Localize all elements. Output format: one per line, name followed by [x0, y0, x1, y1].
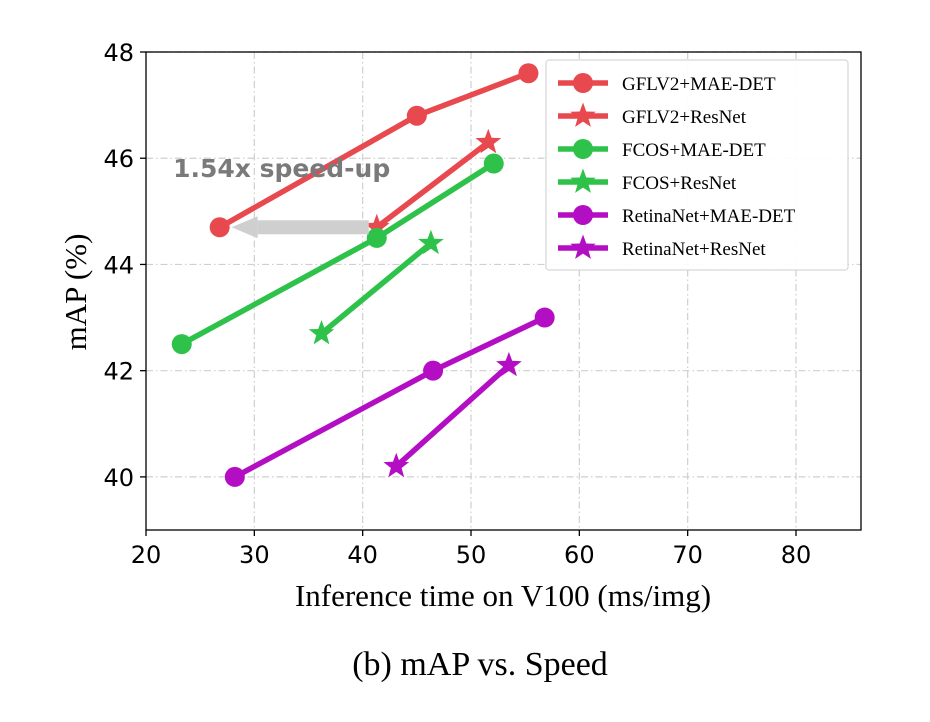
legend-entry: GFLV2+ResNet	[558, 102, 747, 128]
series-RetinaNet+ResNet	[383, 351, 522, 478]
data-point-star	[383, 452, 410, 478]
series-RetinaNet+MAE-DET	[224, 307, 555, 487]
series-line	[393, 362, 512, 470]
data-point-star	[475, 128, 502, 154]
legend-entry: FCOS+MAE-DET	[558, 139, 766, 161]
x-tick-label: 80	[781, 541, 812, 569]
legend-label: RetinaNet+ResNet	[622, 239, 766, 260]
series-line	[318, 240, 434, 337]
legend-box	[545, 59, 849, 271]
legend-marker-star	[570, 168, 596, 193]
data-point-star	[418, 229, 444, 255]
data-point-circle	[423, 360, 444, 381]
speed-up-arrow-shaft	[257, 220, 369, 235]
x-tick-label: 30	[239, 541, 270, 569]
x-tick-label: 20	[131, 541, 162, 569]
data-point-circle	[366, 227, 387, 248]
legend-entry: GFLV2+MAE-DET	[558, 73, 776, 95]
data-point-circle	[406, 105, 427, 126]
axes-layer: 20 30 40 50 60 70 80 40 42 44 46 48	[103, 39, 862, 569]
x-tick-label: 60	[564, 541, 595, 569]
figure-caption: (b) mAP vs. Speed	[352, 646, 608, 683]
legend-label: RetinaNet+MAE-DET	[622, 206, 796, 227]
y-tick-label: 42	[103, 358, 134, 386]
legend-label: GFLV2+MAE-DET	[622, 74, 776, 95]
series-FCOS+ResNet	[308, 229, 444, 345]
legend-entry: RetinaNet+ResNet	[558, 234, 766, 260]
annotation-layer: 1.54x speed-up	[173, 154, 390, 239]
legend-marker-star	[570, 234, 596, 259]
x-tick-label: 40	[347, 541, 378, 569]
data-point-circle	[534, 307, 555, 328]
series-FCOS+MAE-DET	[171, 153, 504, 355]
data-point-star	[363, 213, 390, 239]
y-tick-label: 48	[103, 39, 134, 67]
x-tick-label: 50	[456, 541, 487, 569]
data-point-star	[308, 320, 335, 345]
series-line	[374, 139, 492, 231]
legend-marker-circle	[573, 139, 593, 159]
y-tick-label: 40	[103, 464, 134, 492]
legend: GFLV2+MAE-DET GFLV2+ResNet FCOS+MAE-DET FCO…	[545, 59, 849, 271]
data-point-circle	[483, 153, 504, 174]
y-tick-label: 44	[103, 251, 134, 279]
data-point-star	[496, 351, 522, 377]
series-GFLV2+MAE-DET	[209, 63, 539, 238]
x-axis-title: Inference time on V100 (ms/img)	[295, 578, 711, 613]
data-point-circle	[171, 334, 192, 355]
legend-marker-circle	[573, 205, 593, 225]
legend-label: GFLV2+ResNet	[622, 107, 747, 128]
y-axis-title: mAP (%)	[58, 234, 93, 351]
legend-entry: FCOS+ResNet	[558, 168, 737, 194]
data-point-circle	[209, 217, 230, 238]
y-tick-label: 46	[103, 145, 134, 173]
legend-entry: RetinaNet+MAE-DET	[558, 205, 796, 227]
speed-up-annotation: 1.54x speed-up	[173, 154, 390, 183]
series-GFLV2+ResNet	[363, 128, 502, 239]
legend-label: FCOS+MAE-DET	[622, 140, 766, 161]
speed-up-arrow-head	[231, 216, 258, 239]
legend-marker-star	[570, 102, 596, 127]
data-point-circle	[224, 466, 245, 487]
x-tick-label: 70	[672, 541, 703, 569]
data-point-circle	[518, 63, 539, 84]
series-layer	[171, 63, 555, 487]
legend-label: FCOS+ResNet	[622, 173, 737, 194]
legend-marker-circle	[573, 73, 593, 93]
plot-frame	[145, 51, 862, 531]
